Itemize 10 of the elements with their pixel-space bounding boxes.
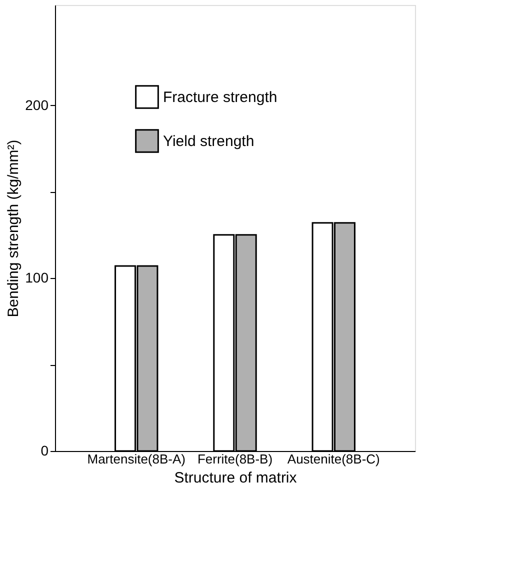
y-tick-label: 200 [25,96,49,113]
y-tick-label: 0 [40,442,49,458]
x-axis-title: Structure of matrix [174,470,298,486]
y-axis-title: Bending strength (kg/mm²) [5,140,22,318]
legend-label: Fracture strength [163,89,278,106]
x-tick-label: Martensite(8B-A) [87,452,186,466]
y-tick-label: 100 [25,270,49,286]
x-tick-label: Austenite(8B-C) [287,452,380,466]
legend-label: Yield strength [163,133,254,150]
x-tick-label: Ferrite(8B-B) [197,452,273,466]
